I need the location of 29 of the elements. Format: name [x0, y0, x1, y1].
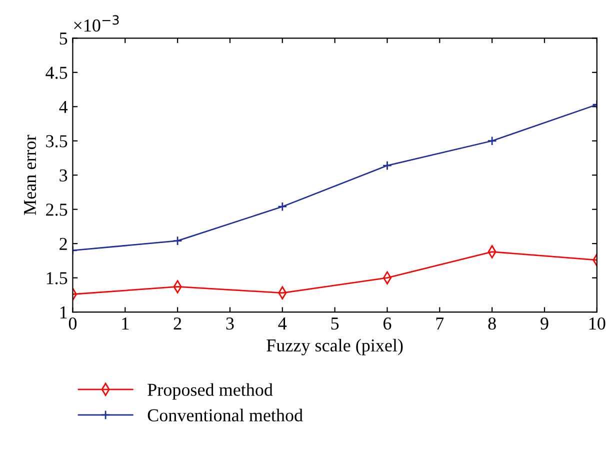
x-tick-label: 5	[331, 318, 339, 330]
y-tick-label: 3.5	[46, 135, 68, 148]
y-tick-label: 3	[60, 169, 68, 182]
point	[278, 202, 288, 212]
point	[382, 160, 392, 170]
y-tick-label: 1.5	[46, 272, 68, 284]
y-tick-label: 2.5	[46, 204, 68, 216]
legend-label: Proposed method	[148, 383, 273, 400]
legend-label: Conventional method	[148, 408, 303, 422]
x-tick-label: 10	[589, 317, 606, 330]
y-axis-title: Mean error	[24, 134, 36, 215]
x-tick-label: 3	[226, 317, 234, 330]
x-tick-label: 4	[278, 318, 287, 330]
y-tick-label: 1	[60, 306, 67, 318]
y-tick-label: 4	[59, 101, 68, 113]
y-tick-label: 2	[60, 238, 67, 250]
x-tick-label: 6	[383, 317, 392, 330]
text: ×10$^{−3}$	[74, 15, 119, 32]
x-tick-label: 9	[540, 317, 548, 330]
x-tick-label: 1	[122, 318, 129, 330]
point	[487, 136, 497, 146]
x-tick-label: 8	[488, 317, 496, 330]
x-tick-label: 7	[436, 318, 444, 330]
x-tick-label: 2	[174, 317, 182, 330]
y-tick-label: 5	[60, 32, 68, 45]
point	[172, 236, 182, 246]
x-tick-label: 0	[68, 317, 77, 330]
x-axis-title: Fuzzy scale (pixel)	[266, 338, 403, 356]
y-tick-label: 4.5	[46, 66, 68, 79]
